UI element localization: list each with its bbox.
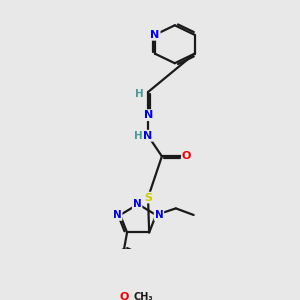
Text: H: H	[135, 89, 143, 99]
Text: S: S	[144, 193, 152, 202]
Text: N: N	[154, 210, 164, 220]
Text: CH₃: CH₃	[134, 292, 154, 300]
Text: N: N	[144, 110, 154, 120]
Text: N: N	[113, 210, 122, 220]
Text: O: O	[182, 151, 191, 161]
Text: O: O	[119, 292, 129, 300]
Text: N: N	[143, 131, 153, 141]
Text: N: N	[133, 199, 142, 209]
Text: H: H	[134, 131, 142, 141]
Text: N: N	[150, 30, 160, 40]
